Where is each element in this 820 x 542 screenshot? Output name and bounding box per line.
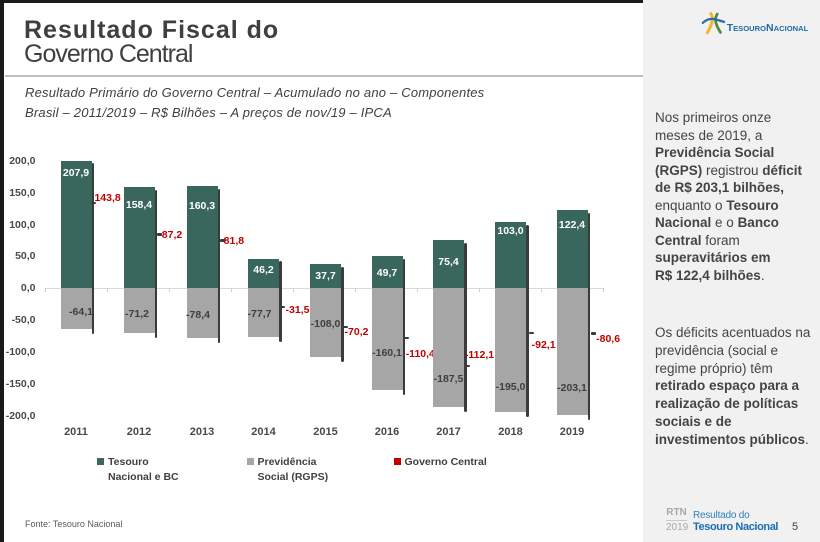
svg-text:TESOURONACIONAL: TESOURONACIONAL <box>727 22 809 34</box>
